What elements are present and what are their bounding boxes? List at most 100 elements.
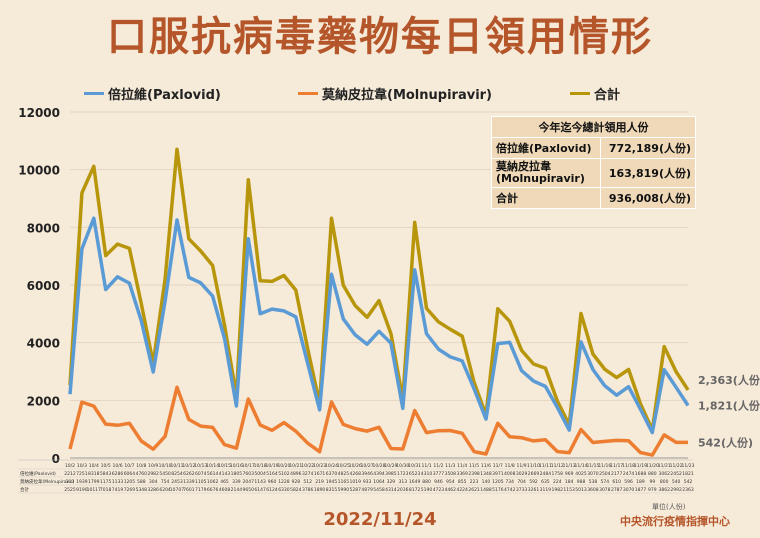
summary-row-total: 合計 936,008(人份)	[491, 187, 697, 209]
table-cell: 979	[648, 487, 657, 493]
series-line-molnupiravir	[68, 385, 688, 457]
table-cell: 1348	[480, 471, 492, 477]
table-cell: 7269	[124, 487, 136, 493]
table-cell: 6676	[207, 487, 219, 493]
table-cell: 610	[612, 479, 621, 485]
table-cell: 5287	[350, 487, 362, 493]
table-cell: 3078	[599, 487, 611, 493]
table-cell: 1133	[112, 479, 124, 485]
summary-label: 合計	[491, 187, 601, 209]
table-cell: 3070	[587, 471, 599, 477]
summary-value: 163,819(人份)	[599, 158, 697, 188]
table-cell: 1758	[552, 471, 564, 477]
x-tick-label: 10/17	[242, 463, 255, 469]
legend-swatch-molnupiravir	[298, 92, 318, 95]
table-cell: 339	[232, 479, 241, 485]
summary-value: 936,008(人份)	[599, 187, 697, 209]
table-cell: 5348	[136, 487, 148, 493]
table-cell: 596	[624, 479, 633, 485]
table-cell: 8172	[409, 487, 421, 493]
table-cell: 3070	[623, 487, 635, 493]
table-cell: 7601	[183, 487, 195, 493]
x-tick-label: 10/9	[148, 463, 158, 469]
table-cell: 5450	[159, 471, 171, 477]
report-date: 2022/11/24	[323, 509, 437, 530]
table-cell: 6074	[195, 471, 207, 477]
table-cell: 4025	[575, 471, 587, 477]
table-cell: 2047	[243, 479, 255, 485]
summary-label: 莫納皮拉韋 (Molnupiravir)	[491, 158, 601, 188]
x-tick-label: 10/25	[337, 463, 350, 469]
table-cell: 5164	[266, 471, 278, 477]
x-tick-label: 11/14	[575, 463, 588, 469]
source-label: 中央流行疫情指揮中心	[620, 515, 730, 528]
legend-item-paxlovid: 倍拉維(Paxlovid)	[84, 84, 221, 103]
table-cell: 5824	[290, 487, 302, 493]
table-cell: 9190	[76, 487, 88, 493]
table-cell: 574	[601, 479, 610, 485]
y-tick-label: 4000	[27, 337, 60, 351]
table-cell: 4394	[373, 471, 385, 477]
table-cell: 1688	[635, 471, 647, 477]
table-cell: 1877	[635, 487, 647, 493]
table-cell: 8315	[326, 487, 338, 493]
table-row-label: 莫納皮拉韋(Molnupiravir)	[20, 478, 74, 485]
table-cell: 1339	[183, 479, 195, 485]
table-cell: 3119	[540, 487, 552, 493]
x-tick-label: 10/29	[384, 463, 397, 469]
x-tick-label: 10/18	[254, 463, 267, 469]
x-tick-label: 10/4	[89, 463, 99, 469]
x-tick-label: 10/31	[408, 463, 421, 469]
table-cell: 10117	[87, 487, 101, 493]
table-cell: 5843	[100, 471, 112, 477]
table-cell: 800	[660, 479, 669, 485]
table-cell: 4268	[350, 471, 362, 477]
page-title: 口服抗病毒藥物每日領用情形	[107, 14, 653, 60]
x-tick-label: 10/11	[170, 463, 183, 469]
table-cell: 4723	[433, 487, 445, 493]
table-cell: 7018	[100, 487, 112, 493]
table-cell: 734	[505, 479, 514, 485]
x-tick-label: 10/3	[77, 463, 87, 469]
table-cell: 1821	[682, 471, 694, 477]
x-tick-label: 11/10	[527, 463, 540, 469]
x-tick-label: 10/12	[182, 463, 195, 469]
table-cell: 512	[303, 479, 312, 485]
table-cell: 1153	[563, 487, 575, 493]
table-cell: 8254	[171, 471, 183, 477]
legend-item-molnupiravir: 莫納皮拉韋(Molnupiravir)	[298, 84, 492, 103]
legend-swatch-paxlovid	[84, 92, 104, 95]
series-line-paxlovid	[68, 216, 690, 435]
unit-label: 單位(人份)	[652, 503, 686, 511]
table-cell: 1205	[492, 479, 504, 485]
table-cell: 2669	[528, 471, 540, 477]
table-cell: 10707	[170, 487, 184, 493]
table-cell: 2525	[64, 487, 76, 493]
table-cell: 2212	[64, 471, 76, 477]
table-cell: 2363	[682, 487, 694, 493]
y-tick-label: 8000	[27, 221, 60, 235]
x-tick-label: 11/15	[586, 463, 599, 469]
table-cell: 1799	[88, 479, 100, 485]
table-cell: 304	[149, 479, 158, 485]
table-cell: 3608	[587, 487, 599, 493]
table-cell: 5190	[421, 487, 433, 493]
table-cell: 946	[434, 479, 443, 485]
table-cell: 4224	[456, 487, 468, 493]
table-cell: 4608	[219, 487, 231, 493]
table-cell: 465	[220, 479, 229, 485]
table-cell: 3786	[302, 487, 314, 493]
table-cell: 1945	[326, 479, 338, 485]
table-cell: 3946	[361, 471, 373, 477]
x-tick-label: 10/6	[112, 463, 122, 469]
table-cell: 1939	[76, 479, 88, 485]
table-cell: 99	[649, 479, 655, 485]
end-value-label: 542(人份)	[698, 435, 753, 449]
table-cell: 329	[387, 479, 396, 485]
x-tick-label: 10/22	[301, 463, 314, 469]
table-cell: 5176	[492, 487, 504, 493]
summary-heading: 今年迄今總計領用人份	[491, 116, 696, 138]
table-cell: 3062	[659, 471, 671, 477]
legend-label-paxlovid: 倍拉維(Paxlovid)	[108, 88, 221, 103]
